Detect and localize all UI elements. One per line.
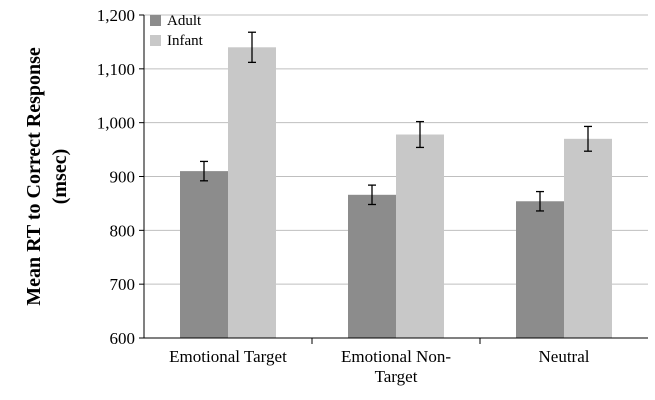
y-tick-label: 1,100 [97, 60, 135, 79]
bar-adult-1 [180, 171, 228, 338]
bar-infant-3 [564, 138, 612, 338]
bar-adult-2 [348, 194, 396, 338]
legend-swatch-adult [150, 15, 161, 26]
bars [180, 47, 612, 339]
y-tick-label: 700 [110, 275, 136, 294]
y-tick-label: 1,000 [97, 114, 135, 133]
bar-infant-1 [228, 47, 276, 339]
bar-infant-2 [396, 134, 444, 338]
y-tick-label: 800 [110, 221, 136, 240]
bar-adult-3 [516, 201, 564, 338]
y-tick-label: 900 [110, 168, 136, 187]
y-axis-label: Mean RT to Correct Response (msec) [23, 47, 71, 306]
x-axis-categories: Emotional Target Emotional Non-Target Neut… [169, 347, 590, 386]
x-category-label: Emotional Target [169, 347, 287, 366]
legend-swatch-infant [150, 35, 161, 46]
y-axis-ticks: 600 700 800 900 1,000 1,100 1,200 [97, 6, 144, 348]
axes [143, 15, 648, 344]
x-category-label: Emotional Non-Target [341, 347, 451, 386]
y-tick-label: 600 [110, 329, 136, 348]
legend: Adult Infant [150, 13, 204, 49]
error-bars [200, 31, 592, 212]
legend-label-infant: Infant [167, 33, 204, 49]
y-tick-label: 1,200 [97, 6, 135, 25]
legend-label-adult: Adult [167, 13, 202, 29]
x-category-label: Neutral [539, 347, 590, 366]
